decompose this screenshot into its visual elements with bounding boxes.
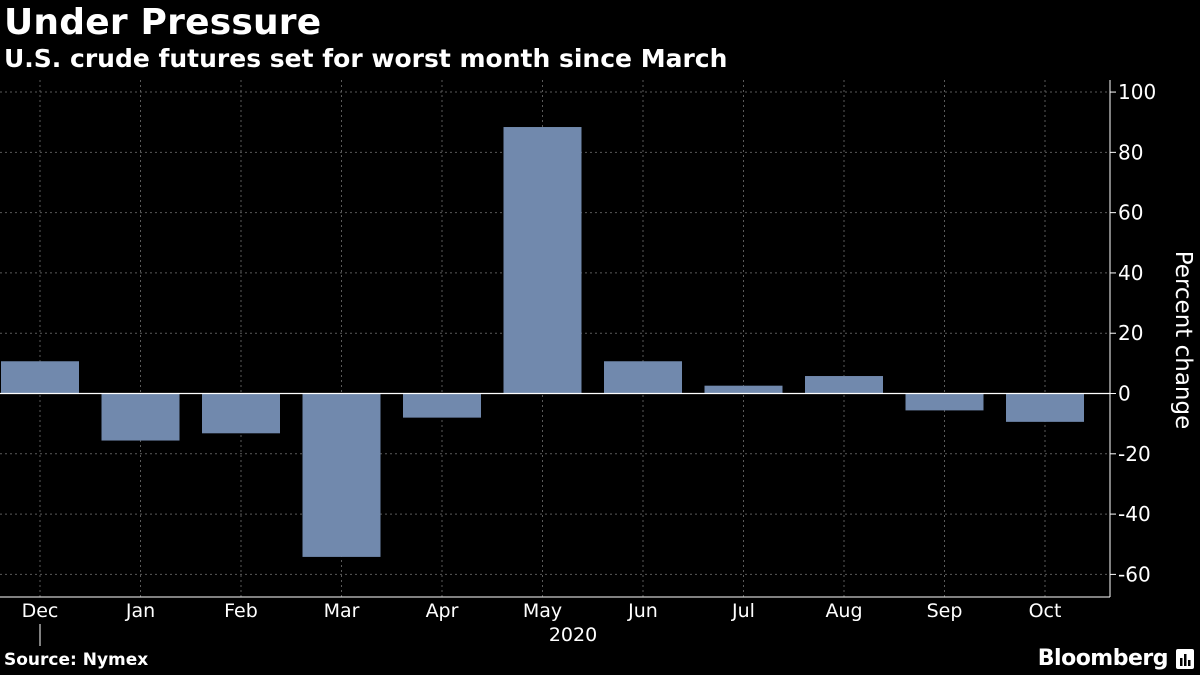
chart-subtitle: U.S. crude futures set for worst month s…	[4, 44, 728, 73]
bar-dec	[1, 361, 79, 394]
bar-jan	[101, 393, 180, 441]
brand-logo: Bloomberg	[1037, 646, 1169, 671]
y-tick-label: 20	[1118, 321, 1143, 345]
bar-jul	[704, 385, 783, 394]
x-tick-label: Oct	[1029, 600, 1062, 622]
x-tick-label: Feb	[224, 600, 258, 622]
bar-sep	[905, 393, 984, 411]
bar-may	[503, 127, 582, 394]
bar-oct	[1006, 393, 1084, 422]
x-tick-label: Apr	[426, 600, 459, 622]
x-tick-label: Dec	[22, 600, 59, 622]
y-tick-label: 80	[1118, 140, 1143, 164]
x-tick-label: Aug	[825, 600, 862, 622]
bar-aug	[805, 376, 883, 394]
x-axis-year-label: 2020	[549, 624, 597, 646]
x-tick-label: Jan	[125, 600, 155, 622]
x-tick-label: May	[523, 600, 562, 622]
x-tick-label: Jun	[627, 600, 658, 622]
source-note: Source: Nymex	[4, 650, 149, 670]
bar-apr	[403, 393, 481, 418]
y-tick-label: -20	[1118, 442, 1151, 466]
y-axis-title: Percent change	[1170, 251, 1196, 430]
bloomberg-chart-icon	[1176, 649, 1194, 669]
bar-jun	[604, 361, 682, 394]
x-tick-label: Jul	[731, 600, 755, 622]
y-tick-label: 0	[1118, 382, 1131, 406]
y-tick-label: 40	[1118, 261, 1143, 285]
x-tick-label: Mar	[324, 600, 360, 622]
bar-mar	[302, 393, 381, 557]
bar-feb	[202, 393, 280, 434]
y-tick-label: 100	[1118, 80, 1156, 104]
y-tick-label: -40	[1118, 502, 1151, 526]
y-tick-label: -60	[1118, 562, 1151, 586]
x-tick-label: Sep	[927, 600, 963, 622]
y-tick-label: 60	[1118, 201, 1143, 225]
chart-title: Under Pressure	[4, 2, 322, 43]
